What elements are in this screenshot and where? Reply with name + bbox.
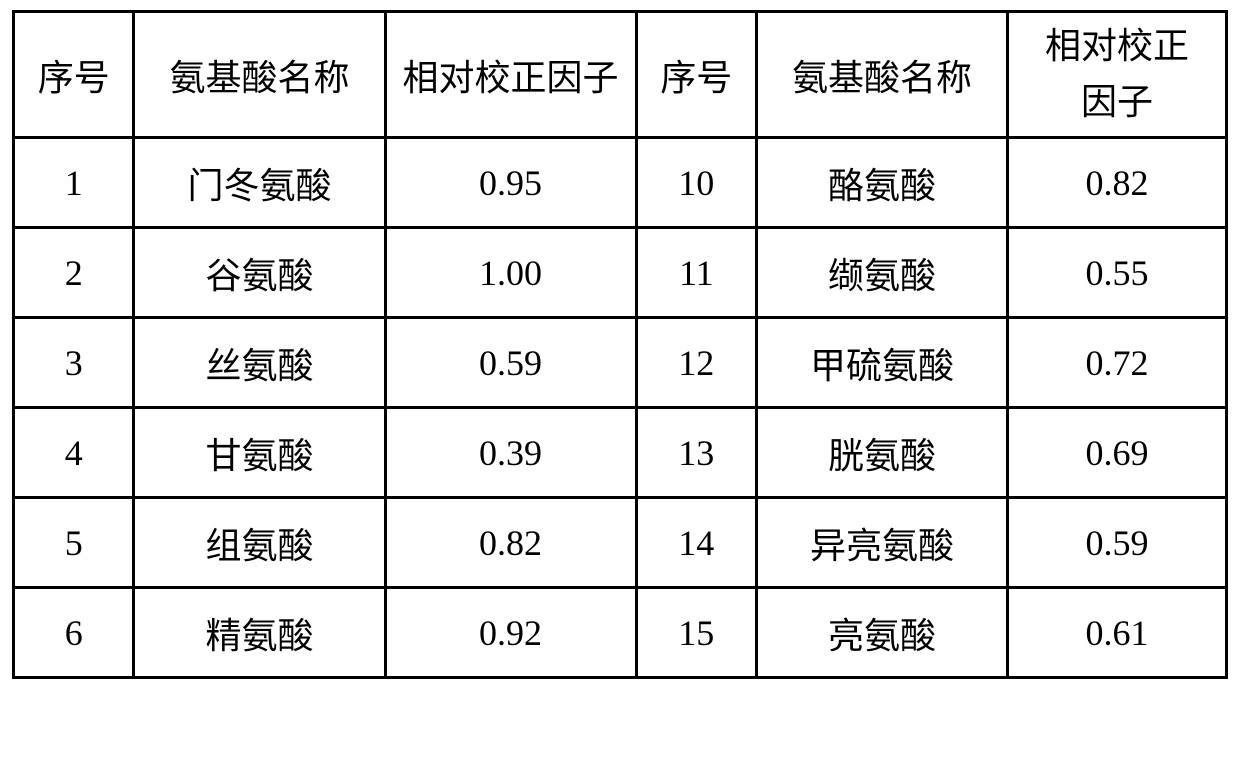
col-header: 序号 [636,12,756,138]
cell-factor: 0.59 [385,318,636,408]
col-header: 相对校正 因子 [1008,12,1227,138]
cell-name: 甲硫氨酸 [757,318,1008,408]
cell-name: 亮氨酸 [757,588,1008,678]
cell-name: 门冬氨酸 [134,138,385,228]
table-row: 6 精氨酸 0.92 15 亮氨酸 0.61 [14,588,1227,678]
cell-name: 精氨酸 [134,588,385,678]
table-row: 1 门冬氨酸 0.95 10 酪氨酸 0.82 [14,138,1227,228]
cell-index: 10 [636,138,756,228]
cell-index: 6 [14,588,134,678]
cell-index: 15 [636,588,756,678]
cell-factor: 0.61 [1008,588,1227,678]
cell-name: 甘氨酸 [134,408,385,498]
cell-index: 14 [636,498,756,588]
cell-name: 组氨酸 [134,498,385,588]
cell-name: 异亮氨酸 [757,498,1008,588]
table-container: 序号 氨基酸名称 相对校正因子 序号 氨基酸名称 相对校正 因子 1 门冬氨酸 … [0,0,1240,689]
table-row: 5 组氨酸 0.82 14 异亮氨酸 0.59 [14,498,1227,588]
cell-index: 2 [14,228,134,318]
cell-index: 11 [636,228,756,318]
cell-name: 缬氨酸 [757,228,1008,318]
col-header: 相对校正因子 [385,12,636,138]
cell-factor: 0.55 [1008,228,1227,318]
col-header: 序号 [14,12,134,138]
cell-factor: 0.95 [385,138,636,228]
cell-index: 13 [636,408,756,498]
col-header: 氨基酸名称 [134,12,385,138]
col-header-line1: 相对校正 [1045,26,1189,66]
table-row: 2 谷氨酸 1.00 11 缬氨酸 0.55 [14,228,1227,318]
col-header: 氨基酸名称 [757,12,1008,138]
amino-acid-table: 序号 氨基酸名称 相对校正因子 序号 氨基酸名称 相对校正 因子 1 门冬氨酸 … [12,10,1228,679]
cell-factor: 0.72 [1008,318,1227,408]
cell-factor: 0.82 [385,498,636,588]
cell-name: 酪氨酸 [757,138,1008,228]
cell-name: 谷氨酸 [134,228,385,318]
cell-name: 胱氨酸 [757,408,1008,498]
col-header-line2: 因子 [1081,82,1153,122]
cell-name: 丝氨酸 [134,318,385,408]
cell-index: 12 [636,318,756,408]
table-row: 4 甘氨酸 0.39 13 胱氨酸 0.69 [14,408,1227,498]
cell-index: 3 [14,318,134,408]
table-row: 3 丝氨酸 0.59 12 甲硫氨酸 0.72 [14,318,1227,408]
cell-index: 1 [14,138,134,228]
cell-factor: 0.69 [1008,408,1227,498]
cell-index: 5 [14,498,134,588]
table-header-row: 序号 氨基酸名称 相对校正因子 序号 氨基酸名称 相对校正 因子 [14,12,1227,138]
cell-factor: 0.59 [1008,498,1227,588]
cell-factor: 0.92 [385,588,636,678]
cell-factor: 0.39 [385,408,636,498]
cell-factor: 0.82 [1008,138,1227,228]
cell-factor: 1.00 [385,228,636,318]
cell-index: 4 [14,408,134,498]
